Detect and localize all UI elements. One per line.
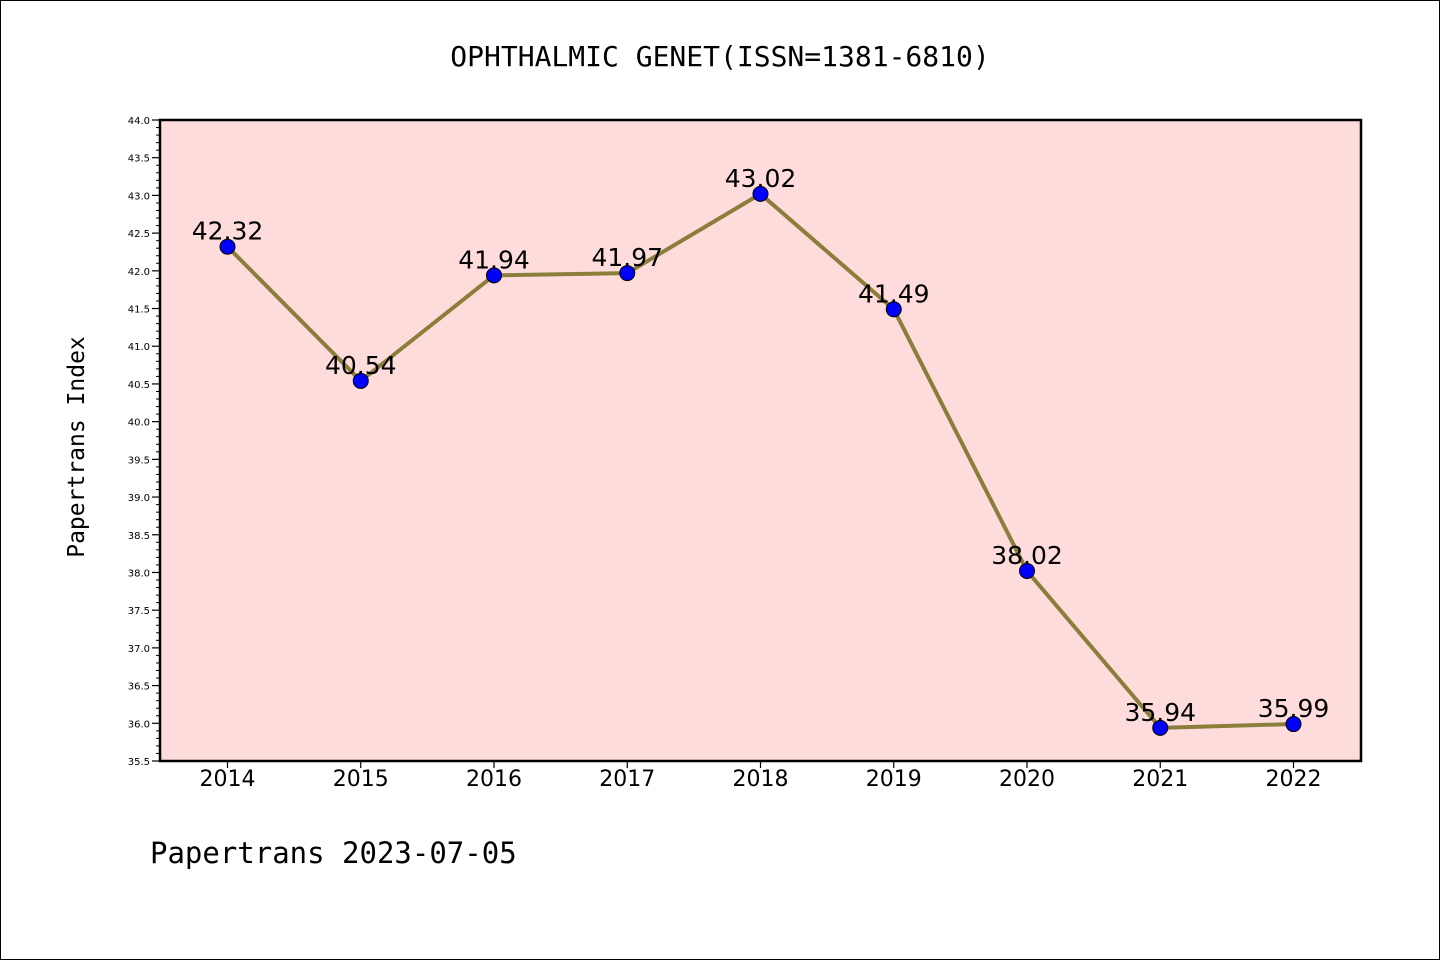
x-tick-label: 2019 [866,767,922,792]
y-tick-label: 38.5 [128,531,150,542]
data-point [885,301,902,318]
data-label: 42.32 [192,217,264,246]
x-tick-label: 2014 [200,767,256,792]
footer-source-date: Papertrans 2023-07-05 [150,836,517,870]
y-tick-label: 40.0 [128,418,150,429]
data-point [619,265,636,282]
y-tick-label: 42.0 [128,267,150,278]
y-tick-label: 40.5 [128,380,150,391]
data-label: 38.02 [991,541,1063,570]
data-labels: 42.32 40.54 41.94 41.97 43.02 41.49 38.02 35.94… [192,164,1330,727]
y-tick-label: 35.5 [128,757,150,768]
y-tick-label: 36.0 [128,719,150,730]
x-tick-label: 2021 [1132,767,1188,792]
y-tick-label: 41.5 [128,305,150,316]
y-tick-label: 37.5 [128,606,150,617]
y-tick-label: 38.0 [128,568,150,579]
data-points [219,185,1302,736]
plot-area [158,118,1363,763]
data-label: 43.02 [725,164,797,193]
data-point [486,267,502,284]
chart-title: OPHTHALMIC GENET(ISSN=1381-6810) [450,40,989,73]
y-tick-label: 43.0 [128,191,150,202]
y-tick-label: 41.0 [128,342,150,353]
y-tick-label: 44.0 [128,116,150,127]
data-label: 41.49 [858,279,930,308]
y-tick-label: 36.5 [128,682,150,693]
y-tick-label: 39.0 [128,493,150,504]
y-axis-label: Papertrans Index [64,336,90,558]
data-label: 41.94 [458,245,530,274]
data-label: 35.99 [1258,694,1330,723]
data-label: 41.97 [591,243,663,272]
data-point [219,238,236,255]
data-point [1285,716,1302,733]
y-axis: 35.5 36.0 36.5 37.0 37.5 38.0 38.5 39.0 39.5 40.0… [128,116,160,768]
data-label: 35.94 [1124,698,1196,727]
y-tick-label: 43.5 [128,154,150,165]
x-tick-label: 2017 [599,767,655,792]
x-tick-label: 2020 [999,767,1055,792]
data-label: 40.54 [325,351,397,380]
y-tick-label: 37.0 [128,644,150,655]
data-point [352,372,369,389]
data-point [1019,562,1035,579]
data-point [752,185,769,202]
x-tick-label: 2022 [1266,767,1322,792]
x-axis: 2014 2015 2016 2017 2018 2019 2020 2021 2022 [200,761,1322,792]
y-tick-label: 42.5 [128,229,150,240]
x-tick-label: 2015 [333,767,389,792]
x-tick-label: 2016 [466,767,522,792]
y-tick-label: 39.5 [128,455,150,466]
x-tick-label: 2018 [733,767,789,792]
data-point [1152,719,1169,736]
